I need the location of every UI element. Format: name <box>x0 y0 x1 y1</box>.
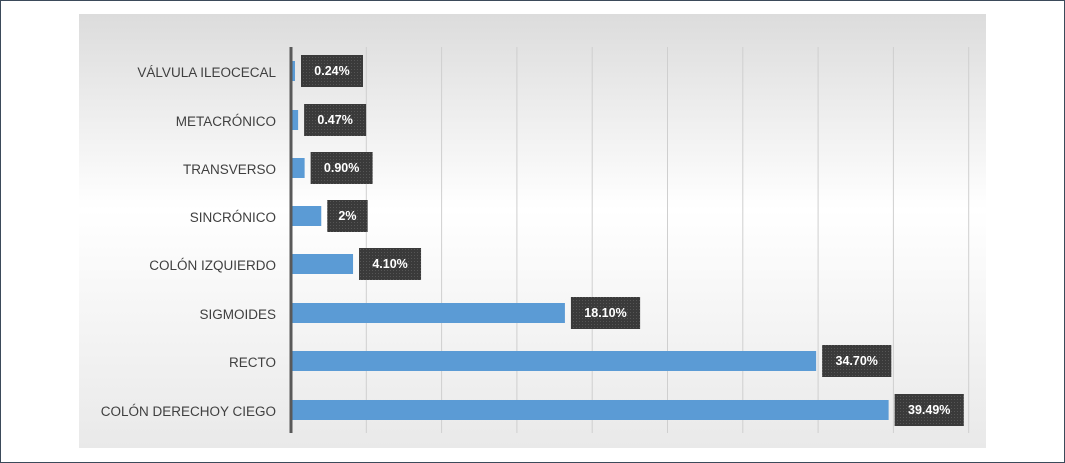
data-label: 0.90% <box>324 161 359 175</box>
category-label: RECTO <box>229 355 276 370</box>
category-label: METACRÓNICO <box>176 114 276 129</box>
category-label: COLÓN DERECHOY CIEGO <box>101 404 276 419</box>
data-label-box <box>301 55 363 87</box>
value-labels: 0.24% 0.47% 0.90% 2% 4.10% 18.10% 34.70% 39.49% <box>301 55 964 426</box>
bar <box>291 254 354 274</box>
bar <box>291 206 322 226</box>
data-label: 4.10% <box>372 257 407 271</box>
category-label: TRANSVERSO <box>183 162 276 177</box>
data-label-box <box>894 394 964 426</box>
bar <box>291 351 817 371</box>
bar <box>291 110 299 130</box>
data-label-box <box>822 345 892 377</box>
data-label: 18.10% <box>584 306 626 320</box>
data-label-box <box>310 152 373 184</box>
data-label: 0.47% <box>317 113 352 127</box>
category-label: SIGMOIDES <box>199 307 276 322</box>
data-label-box <box>327 200 368 232</box>
data-label: 0.24% <box>314 64 349 78</box>
bars <box>291 61 889 420</box>
category-label: VÁLVULA ILEOCECAL <box>137 65 276 80</box>
bar <box>291 158 305 178</box>
data-label-box <box>359 248 422 280</box>
data-label: 34.70% <box>836 354 878 368</box>
bar <box>291 400 889 420</box>
category-label: SINCRÓNICO <box>190 210 276 225</box>
category-labels: VÁLVULA ILEOCECAL METACRÓNICO TRANSVERSO SI… <box>101 65 277 419</box>
category-label: COLÓN IZQUIERDO <box>149 258 276 273</box>
data-label: 39.49% <box>908 403 950 417</box>
bar <box>291 61 295 81</box>
data-label: 2% <box>338 209 356 223</box>
data-label-box <box>304 104 367 136</box>
data-label-box <box>570 297 641 329</box>
bar <box>291 303 565 323</box>
